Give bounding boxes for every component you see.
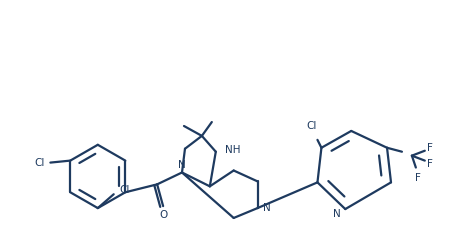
Text: F: F xyxy=(427,159,433,169)
Text: N: N xyxy=(264,203,271,213)
Text: N: N xyxy=(178,160,186,170)
Text: Cl: Cl xyxy=(120,185,130,195)
Text: F: F xyxy=(415,173,421,183)
Text: Cl: Cl xyxy=(34,158,44,168)
Text: F: F xyxy=(427,143,433,153)
Text: N: N xyxy=(333,209,340,219)
Text: NH: NH xyxy=(225,145,240,155)
Text: O: O xyxy=(159,210,167,220)
Text: Cl: Cl xyxy=(306,121,317,131)
